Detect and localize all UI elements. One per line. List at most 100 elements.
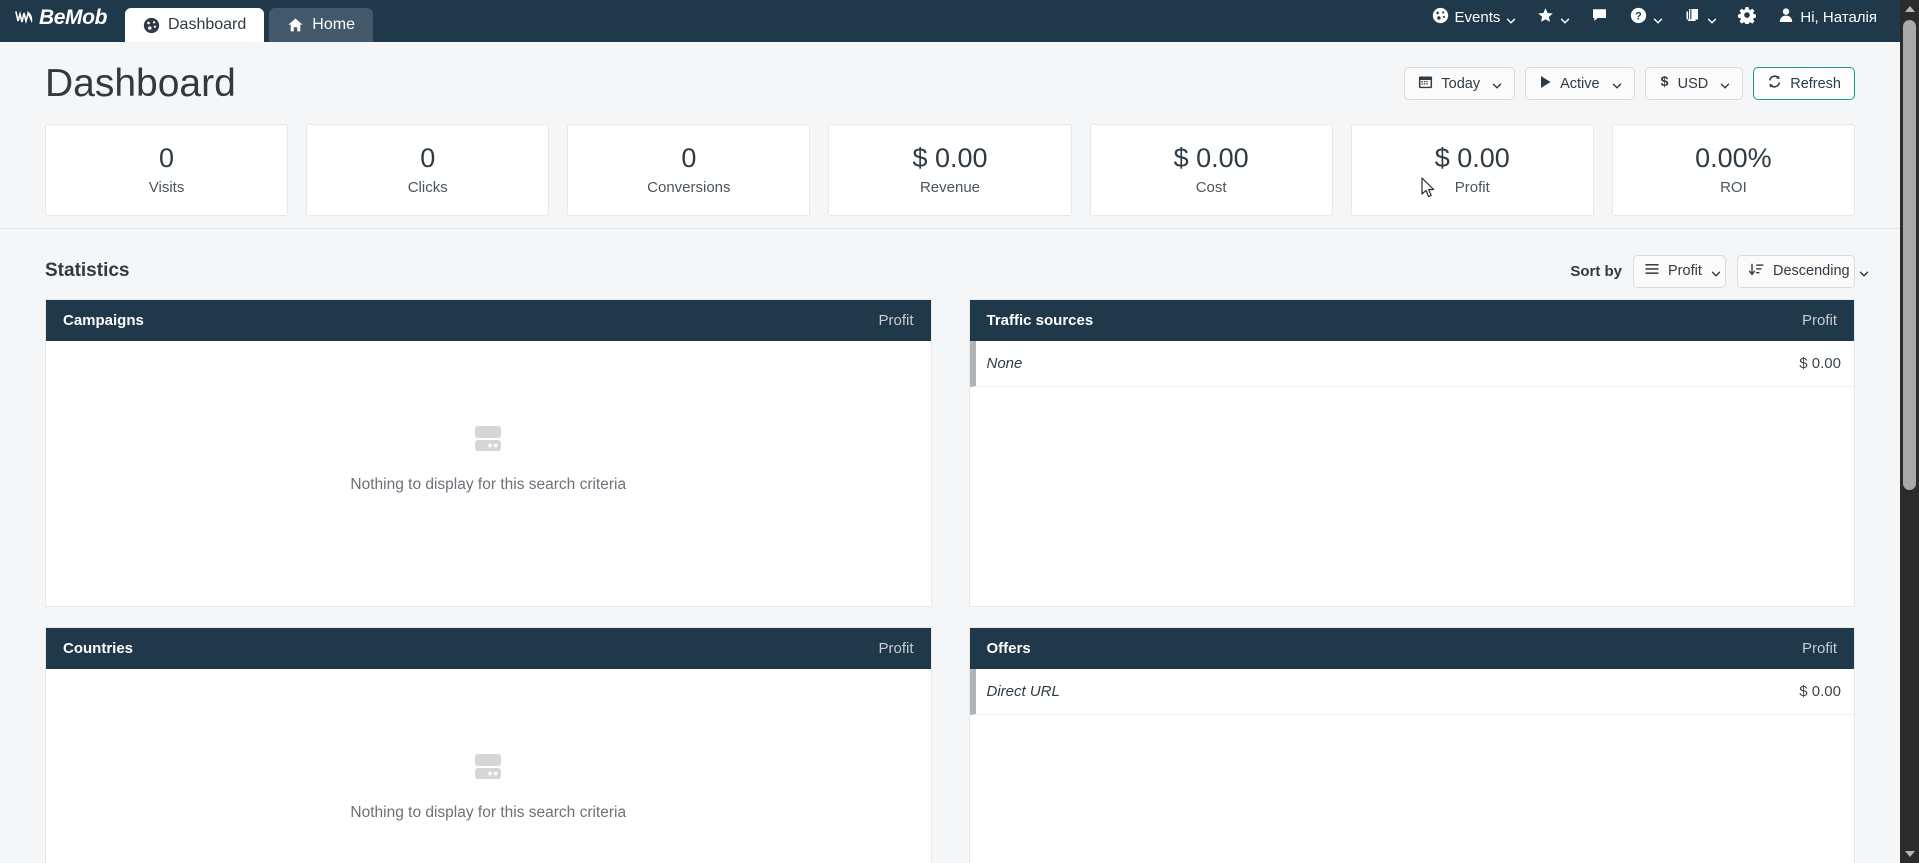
empty-state-text: Nothing to display for this search crite…	[350, 804, 627, 821]
sort-order-value: Descending	[1773, 263, 1850, 279]
kpi-value: $ 0.00	[912, 142, 988, 173]
tab-dashboard[interactable]: Dashboard	[125, 8, 265, 42]
status-filter-button[interactable]: Active	[1525, 67, 1635, 100]
nav-messages[interactable]	[1580, 4, 1619, 30]
sort-field-value: Profit	[1668, 263, 1702, 279]
row-value: $ 0.00	[1799, 683, 1841, 700]
date-range-button[interactable]: Today	[1404, 67, 1516, 100]
kpi-label: ROI	[1720, 178, 1747, 196]
tab-home-label: Home	[312, 16, 355, 33]
nav-help[interactable]: ?	[1619, 4, 1673, 30]
nav-user-label: Ні, Наталія	[1800, 8, 1877, 26]
panel-metric: Profit	[1801, 312, 1837, 329]
chevron-down-icon	[1492, 79, 1502, 89]
statistics-panel-grid: Campaigns Profit Nothing	[45, 299, 1855, 863]
kpi-card-revenue: $ 0.00 Revenue	[828, 124, 1072, 216]
panel-campaigns: Campaigns Profit Nothing	[45, 299, 932, 607]
kpi-card-row: 0 Visits 0 Clicks 0 Conversions $ 0.00 R…	[45, 124, 1855, 216]
sort-by-label: Sort by	[1570, 262, 1622, 280]
user-avatar-icon	[1778, 7, 1794, 27]
row-value: $ 0.00	[1799, 355, 1841, 372]
svg-text:?: ?	[1636, 10, 1642, 22]
chevron-down-icon	[1653, 13, 1663, 24]
scroll-down-arrow-icon[interactable]	[1900, 845, 1919, 863]
dashboard-gauge-icon	[143, 17, 160, 34]
server-stack-icon	[469, 747, 507, 790]
chat-bubble-icon	[1591, 7, 1608, 27]
kpi-value: 0.00%	[1695, 142, 1772, 173]
statistics-section: Statistics Sort by Profit	[0, 229, 1900, 863]
kpi-value: 0	[420, 142, 436, 173]
kpi-label: Conversions	[647, 178, 731, 196]
status-filter-label: Active	[1560, 75, 1600, 92]
table-row[interactable]: None $ 0.00	[969, 341, 1854, 387]
currency-button[interactable]: $ USD	[1644, 67, 1744, 100]
nav-user-menu[interactable]: Ні, Наталія	[1767, 4, 1888, 30]
tab-home[interactable]: Home	[269, 8, 373, 42]
dollar-icon: $	[1659, 73, 1670, 93]
kpi-label: Profit	[1454, 178, 1490, 196]
brand-logo[interactable]: BeMob	[14, 0, 107, 42]
empty-state: Nothing to display for this search crite…	[46, 747, 931, 822]
date-range-label: Today	[1441, 75, 1481, 92]
kpi-card-profit: $ 0.00 Profit	[1350, 124, 1594, 216]
panel-header: Offers Profit	[969, 628, 1854, 669]
kpi-value: $ 0.00	[1173, 142, 1249, 173]
play-icon	[1539, 75, 1552, 93]
statistics-header-row: Statistics Sort by Profit	[45, 251, 1868, 291]
kpi-value: $ 0.00	[1434, 142, 1510, 173]
bemob-logo-icon	[14, 9, 36, 27]
dashboard-toolbar: Today Active $	[1404, 67, 1855, 100]
vertical-scrollbar[interactable]	[1900, 0, 1919, 863]
sort-descending-icon	[1748, 263, 1764, 280]
kpi-card-roi: 0.00% ROI	[1611, 124, 1855, 216]
panel-title: Offers	[986, 640, 1031, 657]
copy-layers-icon	[1684, 7, 1701, 27]
refresh-icon	[1767, 74, 1782, 93]
hero-top-row: Dashboard	[45, 64, 1855, 103]
nav-workspaces[interactable]	[1673, 4, 1727, 30]
refresh-button[interactable]: Refresh	[1753, 67, 1855, 100]
mouse-cursor	[1421, 177, 1437, 205]
sort-order-select[interactable]: Descending	[1737, 254, 1868, 288]
kpi-label: Cost	[1195, 178, 1227, 196]
scrollbar-thumb[interactable]	[1903, 20, 1916, 490]
panel-offers: Offers Profit Direct URL $ 0.00	[968, 627, 1855, 863]
panel-header: Countries Profit	[46, 628, 931, 669]
list-lines-icon	[1645, 263, 1659, 279]
nav-events[interactable]: Events	[1421, 4, 1527, 30]
scroll-up-arrow-icon[interactable]	[1900, 0, 1919, 18]
panel-body: Nothing to display for this search crite…	[46, 341, 931, 606]
kpi-label: Clicks	[407, 178, 448, 196]
table-row[interactable]: Direct URL $ 0.00	[969, 669, 1854, 715]
kpi-card-visits: 0 Visits	[45, 124, 289, 216]
kpi-value: 0	[681, 142, 697, 173]
row-label: Direct URL	[986, 683, 1060, 700]
nav-favorites[interactable]	[1526, 4, 1580, 30]
nav-settings[interactable]	[1727, 4, 1767, 30]
panel-countries: Countries Profit Nothing	[45, 627, 932, 863]
panel-title: Campaigns	[63, 312, 144, 329]
server-stack-icon	[469, 419, 507, 462]
calendar-icon	[1418, 74, 1433, 93]
events-gauge-icon	[1432, 7, 1449, 28]
nav-events-label: Events	[1454, 8, 1501, 26]
gear-icon	[1738, 6, 1757, 28]
svg-text:$: $	[1660, 74, 1668, 89]
statistics-title: Statistics	[45, 260, 130, 281]
kpi-value: 0	[159, 142, 175, 173]
sort-controls: Sort by Profit	[1570, 254, 1868, 288]
chevron-down-icon	[1560, 13, 1570, 24]
nav-right-group: Events ?	[1421, 0, 1900, 42]
sort-field-select[interactable]: Profit	[1633, 254, 1726, 288]
chevron-down-icon	[1859, 267, 1868, 277]
star-icon	[1537, 7, 1554, 28]
empty-state-text: Nothing to display for this search crite…	[350, 476, 627, 493]
panel-metric: Profit	[1801, 640, 1837, 657]
brand-name: BeMob	[39, 6, 107, 29]
kpi-label: Visits	[148, 178, 185, 196]
page-content: Dashboard	[0, 42, 1900, 863]
help-question-icon: ?	[1630, 7, 1647, 28]
chevron-down-icon	[1506, 13, 1516, 24]
tab-dashboard-label: Dashboard	[168, 16, 247, 33]
